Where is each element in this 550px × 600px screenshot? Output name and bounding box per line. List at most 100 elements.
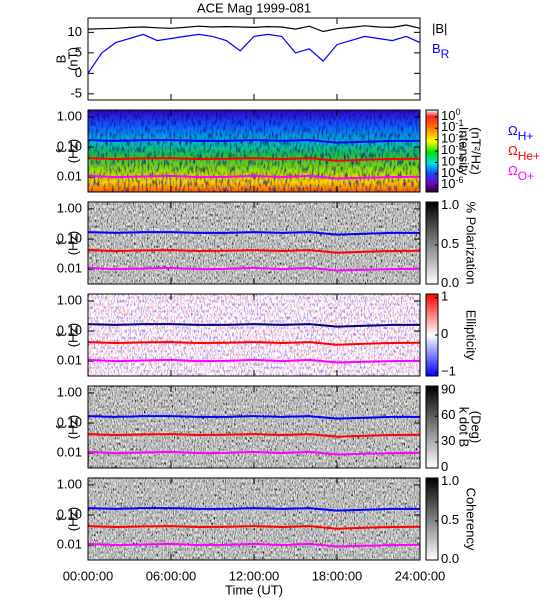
colorbar-label: (Deg)	[469, 411, 484, 444]
spectrogram-texture	[88, 294, 420, 376]
colorbar-tick-label: 1	[441, 289, 448, 304]
colorbar-tick-label: 0.5	[441, 236, 459, 251]
legend-text: Ω	[508, 163, 518, 178]
legend-entry: ΩHe+	[508, 143, 540, 163]
x-tick-label: 24:00:00	[395, 568, 446, 583]
colorbar-label: Ellipticity	[464, 310, 479, 361]
series-line	[87, 415, 420, 420]
colorbar-tick-label: 0	[441, 459, 448, 474]
spectrogram-texture	[88, 202, 420, 284]
y-axis-label: (nT)	[65, 47, 80, 71]
colorbar-tick-label: 1.0	[441, 197, 459, 212]
colorbar-label: Coherency	[464, 488, 479, 551]
colorbar-tick-label: 10-3	[441, 141, 463, 157]
colorbar-tick-text: 10	[441, 131, 455, 146]
colorbar	[425, 201, 439, 285]
y-axis-label: f	[53, 149, 68, 153]
series-line	[87, 139, 420, 144]
series-line	[87, 231, 420, 236]
y-axis-label: f	[53, 425, 68, 429]
legend-text: Ω	[508, 143, 518, 158]
legend-entry: BR	[432, 41, 450, 61]
series-line	[87, 24, 421, 33]
colorbar-tick-text: 1	[441, 289, 448, 304]
series-line	[87, 542, 421, 548]
colorbar-tick-exponent: -5	[455, 164, 463, 174]
legend-entry: ΩO+	[508, 163, 534, 183]
colorbar-tick-text: 1.0	[441, 473, 459, 488]
y-axis-label: (Hz)	[65, 139, 80, 164]
plot-frame	[87, 201, 421, 285]
colorbar-label: % Polarization	[464, 201, 479, 284]
y-axis-label: (Hz)	[65, 231, 80, 256]
colorbar-tick-text: 0.0	[441, 275, 459, 290]
y-tick-label: -5	[70, 85, 82, 100]
x-tick-label: 12:00:00	[229, 568, 280, 583]
y-tick-label: 0.10	[57, 230, 82, 245]
plot-frame	[87, 477, 421, 561]
x-tick-label: 06:00:00	[146, 568, 197, 583]
y-tick-label: 5	[75, 44, 82, 59]
colorbar-tick-text: 90	[441, 382, 455, 397]
colorbar-tick-label: 0.0	[441, 275, 459, 290]
colorbar-tick-label: 0.0	[441, 551, 459, 566]
colorbar-tick-text: 0	[441, 326, 448, 341]
spectrogram-texture	[88, 386, 420, 468]
colorbar-tick-text: 10	[441, 177, 455, 192]
y-tick-label: 1.00	[57, 384, 82, 399]
y-axis-label: f	[53, 241, 68, 245]
colorbar	[425, 385, 439, 469]
series-line	[87, 323, 420, 328]
colorbar-tick-label: 0	[441, 326, 448, 341]
plot-frame	[87, 293, 421, 377]
y-tick-label: 0.01	[57, 537, 82, 552]
y-tick-label: 1.00	[57, 476, 82, 491]
colorbar-tick-text: 10	[441, 165, 455, 180]
y-axis-label: f	[53, 517, 68, 521]
x-tick-label: 00:00:00	[63, 568, 114, 583]
series-line	[87, 174, 421, 180]
y-tick-label: 10	[68, 24, 82, 39]
y-axis-label: (Hz)	[65, 415, 80, 440]
legend-text: Ω	[508, 123, 518, 138]
y-axis-label: (Hz)	[65, 323, 80, 348]
colorbar-tick-text: 1.0	[441, 197, 459, 212]
colorbar-tick-label: 1.0	[441, 473, 459, 488]
y-tick-label: 0.01	[57, 445, 82, 460]
legend-subscript: He+	[518, 149, 540, 163]
colorbar-tick-text: 10	[441, 142, 455, 157]
series-line	[87, 33, 421, 74]
series-line	[87, 525, 421, 530]
colorbar-tick-text: 0.5	[441, 236, 459, 251]
colorbar-tick-exponent: -4	[455, 153, 463, 163]
y-tick-label: 0.10	[57, 322, 82, 337]
series-line	[87, 266, 421, 272]
colorbar-tick-label: −1	[441, 364, 456, 379]
legend-subscript: H+	[518, 129, 534, 143]
legend-subscript: O+	[518, 169, 534, 183]
colorbar-tick-label: 10-6	[441, 176, 463, 192]
y-tick-label: 0.01	[57, 353, 82, 368]
colorbar-tick-label: 100	[441, 107, 460, 123]
series-line	[87, 450, 421, 456]
colorbar-tick-text: 60	[441, 408, 455, 423]
colorbar-label: (nT²/Hz)	[469, 127, 484, 175]
colorbar-tick-label: 10-5	[441, 164, 463, 180]
y-tick-label: 1.00	[57, 292, 82, 307]
y-tick-label: 0.10	[57, 506, 82, 521]
series-line	[87, 358, 421, 364]
series-line	[87, 249, 421, 254]
y-axis-label: B	[53, 55, 68, 64]
colorbar-tick-exponent: -1	[455, 119, 463, 129]
colorbar-tick-label: 10-4	[441, 153, 463, 169]
colorbar-tick-text: 10	[441, 154, 455, 169]
colorbar-tick-label: 10-1	[441, 119, 463, 135]
colorbar-tick-exponent: -3	[455, 141, 463, 151]
chart-title: ACE Mag 1999-081	[197, 0, 311, 15]
series-line	[87, 341, 421, 346]
colorbar-tick-text: 0	[441, 459, 448, 474]
colorbar-tick-exponent: -2	[455, 130, 463, 140]
legend-entry: |B|	[432, 21, 447, 36]
y-tick-label: 0.10	[57, 138, 82, 153]
